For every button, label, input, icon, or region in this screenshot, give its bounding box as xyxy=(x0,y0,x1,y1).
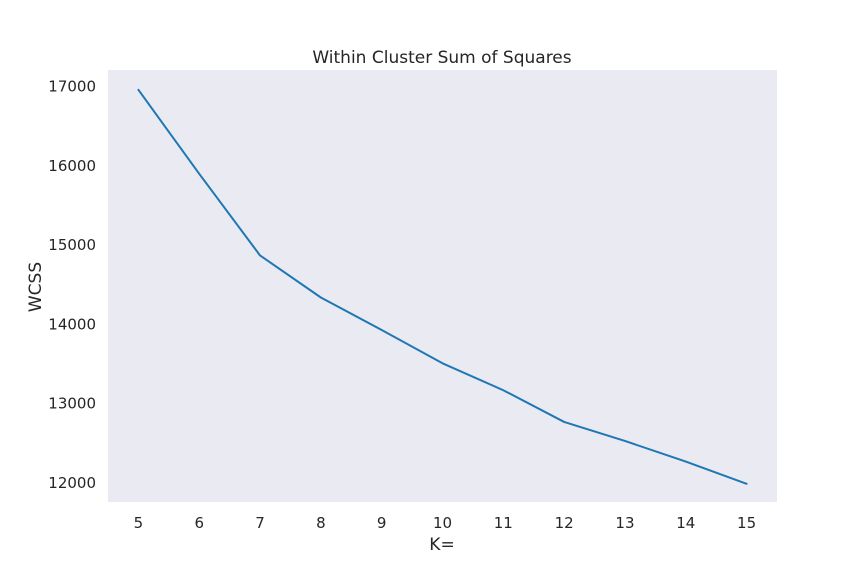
x-tick-label: 7 xyxy=(255,514,265,532)
x-tick-label: 12 xyxy=(555,514,574,532)
x-tick-label: 15 xyxy=(737,514,756,532)
plot-area xyxy=(108,70,777,502)
y-tick-label: 13000 xyxy=(48,395,96,413)
x-tick-label: 6 xyxy=(194,514,204,532)
data-point xyxy=(381,329,383,331)
data-point xyxy=(137,89,139,91)
data-point xyxy=(320,296,322,298)
data-point xyxy=(746,483,748,485)
x-tick-label: 11 xyxy=(494,514,513,532)
y-tick-label: 14000 xyxy=(48,315,96,333)
x-tick-label: 5 xyxy=(134,514,144,532)
x-axis: 5 6 7 8 9 10 11 12 13 14 15 xyxy=(134,514,757,532)
y-tick-label: 16000 xyxy=(48,157,96,175)
series-points xyxy=(137,89,748,485)
data-point xyxy=(624,440,626,442)
x-tick-label: 13 xyxy=(615,514,634,532)
x-tick-label: 9 xyxy=(377,514,387,532)
data-point xyxy=(502,389,504,391)
y-axis-label: WCSS xyxy=(26,262,46,312)
data-point xyxy=(442,362,443,364)
chart-title: Within Cluster Sum of Squares xyxy=(312,48,571,68)
x-tick-label: 8 xyxy=(316,514,326,532)
data-point xyxy=(198,173,200,175)
y-tick-label: 15000 xyxy=(48,236,96,254)
x-axis-label: K= xyxy=(429,535,454,555)
data-point xyxy=(685,461,687,463)
x-tick-label: 14 xyxy=(676,514,695,532)
y-tick-label: 12000 xyxy=(48,474,96,492)
data-point xyxy=(259,254,261,256)
x-tick-label: 10 xyxy=(433,514,452,532)
y-axis: 12000 13000 14000 15000 16000 17000 xyxy=(48,78,96,492)
y-tick-label: 17000 xyxy=(48,78,96,96)
data-point xyxy=(563,421,565,423)
